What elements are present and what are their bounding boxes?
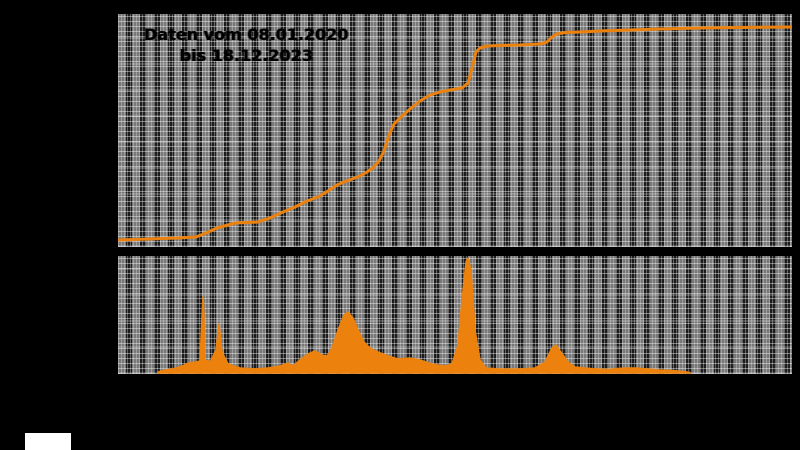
- cumulative-line-chart: [118, 25, 792, 242]
- daily-area-chart: [157, 257, 691, 374]
- chart-title-line1: Daten vom 08.01.2020: [144, 25, 349, 44]
- chart-title-line2: bis 18.12.2023: [179, 46, 313, 65]
- daily-panel: [118, 256, 792, 374]
- white-square: [25, 433, 71, 450]
- cumulative-panel: Daten vom 08.01.2020 bis 18.12.2023: [118, 14, 792, 247]
- chart-title: Daten vom 08.01.2020 bis 18.12.2023: [144, 24, 348, 66]
